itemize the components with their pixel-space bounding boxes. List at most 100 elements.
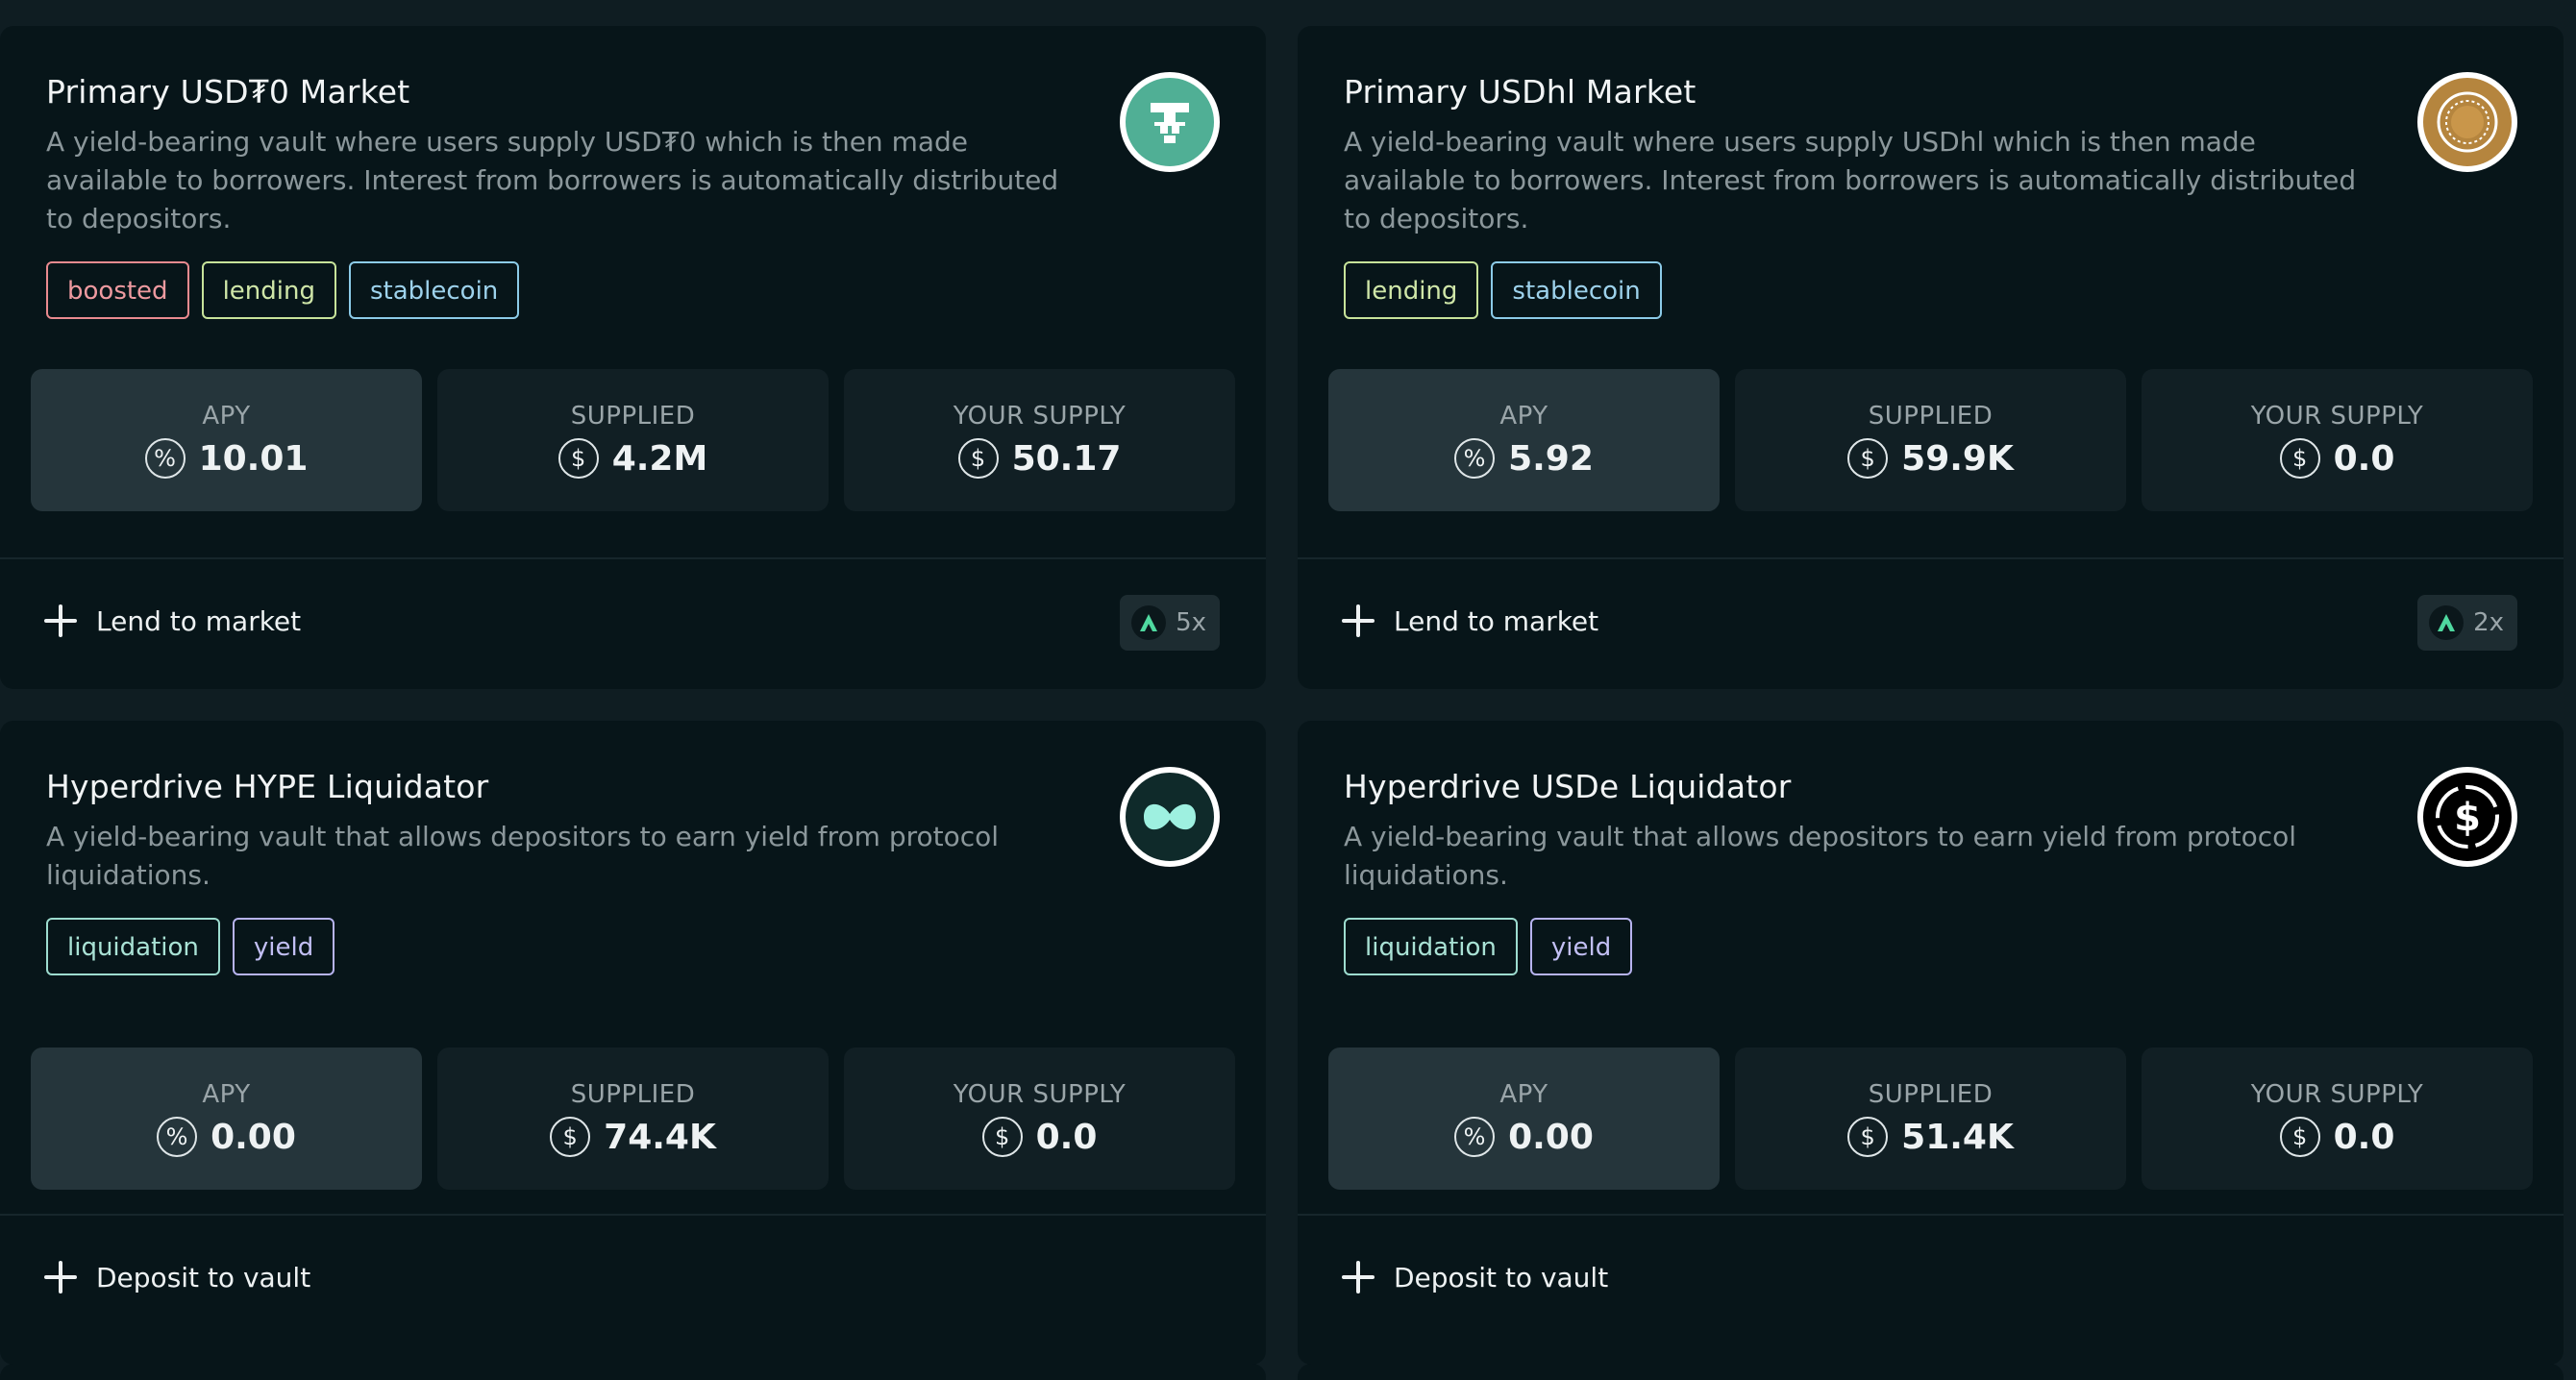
card-title: Hyperdrive USDe Liquidator (1344, 768, 1792, 805)
tag-list: boosted lending stablecoin (46, 260, 1084, 319)
dollar-icon: $ (550, 1117, 591, 1157)
stat-value: 10.01 (198, 438, 309, 479)
lend-to-market-button[interactable]: Lend to market (42, 603, 301, 639)
vault-card-usdhl[interactable]: Primary USDhl Market A yield-bearing vau… (1298, 26, 2564, 689)
action-label: Lend to market (1394, 604, 1599, 637)
card-header: Primary USDhl Market A yield-bearing vau… (1344, 72, 2382, 319)
stat-apy: APY % 5.92 (1328, 369, 1720, 511)
percent-icon: % (157, 1117, 198, 1157)
tag-liquidation: liquidation (46, 917, 220, 975)
stat-label: YOUR SUPPLY (2250, 1080, 2424, 1109)
divider (0, 557, 1266, 559)
stat-label: YOUR SUPPLY (2250, 402, 2424, 431)
stat-value: 4.2M (611, 438, 708, 479)
boost-multiplier: 5x (1176, 608, 1206, 637)
stat-label: YOUR SUPPLY (953, 1080, 1127, 1109)
plus-icon (42, 1259, 79, 1295)
card-header: Hyperdrive HYPE Liquidator A yield-beari… (46, 767, 1084, 975)
boost-icon (1131, 605, 1167, 640)
tag-list: lending stablecoin (1344, 260, 2382, 319)
action-label: Deposit to vault (1394, 1261, 1609, 1294)
percent-icon: % (1454, 438, 1496, 479)
stat-value: 0.00 (211, 1117, 296, 1157)
percent-icon: % (144, 438, 186, 479)
stats-row: APY % 10.01 SUPPLIED $4.2M YOUR SUPPLY $5… (31, 369, 1235, 511)
stat-your-supply: YOUR SUPPLY $0.0 (2142, 369, 2533, 511)
card-header: Primary USD₮0 Market A yield-bearing vau… (46, 72, 1084, 319)
card-title: Hyperdrive HYPE Liquidator (46, 768, 489, 805)
tag-stablecoin: stablecoin (1491, 260, 1662, 319)
vault-card-usdt0[interactable]: Primary USD₮0 Market A yield-bearing vau… (0, 26, 1266, 689)
stat-supplied: SUPPLIED $59.9K (1735, 369, 2126, 511)
dollar-icon: $ (2279, 438, 2320, 479)
card-title: Primary USD₮0 Market (46, 73, 410, 111)
stat-label: SUPPLIED (570, 402, 696, 431)
tag-stablecoin: stablecoin (348, 260, 520, 319)
stat-label: SUPPLIED (570, 1080, 696, 1109)
vault-grid: Primary USD₮0 Market A yield-bearing vau… (0, 26, 2576, 1365)
deposit-to-vault-button[interactable]: Deposit to vault (42, 1259, 310, 1295)
dollar-icon: $ (957, 438, 999, 479)
tag-lending: lending (201, 260, 336, 319)
stat-value: 51.4K (1901, 1117, 2014, 1157)
stats-row: APY % 5.92 SUPPLIED $59.9K YOUR SUPPLY $0… (1328, 369, 2533, 511)
plus-icon (1340, 603, 1376, 639)
dollar-icon: $ (557, 438, 599, 479)
stat-label: APY (1499, 1080, 1548, 1109)
boost-multiplier: 2x (2473, 608, 2504, 637)
stat-your-supply: YOUR SUPPLY $0.0 (2142, 1047, 2533, 1190)
stat-your-supply: YOUR SUPPLY $0.0 (844, 1047, 1235, 1190)
plus-icon (1340, 1259, 1376, 1295)
divider (1298, 557, 2564, 559)
lend-to-market-button[interactable]: Lend to market (1340, 603, 1598, 639)
divider (1298, 1214, 2564, 1216)
plus-icon (42, 603, 79, 639)
stat-supplied: SUPPLIED $74.4K (437, 1047, 829, 1190)
stat-supplied: SUPPLIED $51.4K (1735, 1047, 2126, 1190)
stat-label: APY (202, 402, 251, 431)
usdhl-icon (2417, 72, 2517, 172)
stat-value: 74.4K (604, 1117, 716, 1157)
stat-value: 59.9K (1901, 438, 2014, 479)
stat-apy: APY % 10.01 (31, 369, 422, 511)
card-description: A yield-bearing vault that allows deposi… (1344, 820, 2297, 891)
card-description: A yield-bearing vault where users supply… (46, 125, 1059, 234)
stat-label: SUPPLIED (1868, 1080, 1994, 1109)
stat-value: 0.0 (2333, 438, 2395, 479)
tag-yield: yield (1529, 917, 1633, 975)
deposit-to-vault-button[interactable]: Deposit to vault (1340, 1259, 1608, 1295)
tag-liquidation: liquidation (1344, 917, 1518, 975)
card-header: Hyperdrive USDe Liquidator A yield-beari… (1344, 767, 2382, 975)
tag-boosted: boosted (46, 260, 189, 319)
stat-value: 50.17 (1011, 438, 1122, 479)
stat-your-supply: YOUR SUPPLY $50.17 (844, 369, 1235, 511)
stats-row: APY % 0.00 SUPPLIED $74.4K YOUR SUPPLY $0… (31, 1047, 1235, 1190)
usdt0-icon (1120, 72, 1220, 172)
percent-icon: % (1454, 1117, 1496, 1157)
divider (0, 1214, 1266, 1216)
dollar-icon: $ (981, 1117, 1023, 1157)
vault-card-usde[interactable]: Hyperdrive USDe Liquidator A yield-beari… (1298, 721, 2564, 1365)
boost-badge: 2x (2417, 595, 2517, 651)
stat-label: SUPPLIED (1868, 402, 1994, 431)
dollar-icon: $ (2279, 1117, 2320, 1157)
boost-badge: 5x (1120, 595, 1220, 651)
stat-value: 0.0 (2333, 1117, 2395, 1157)
stat-value: 5.92 (1508, 438, 1594, 479)
stat-label: APY (1499, 402, 1548, 431)
stat-supplied: SUPPLIED $4.2M (437, 369, 829, 511)
card-description: A yield-bearing vault that allows deposi… (46, 820, 1000, 891)
stat-value: 0.00 (1508, 1117, 1594, 1157)
vault-card-partial (0, 1364, 1266, 1380)
usde-icon: $ (2417, 767, 2517, 867)
action-label: Lend to market (96, 604, 302, 637)
dollar-icon: $ (1847, 1117, 1889, 1157)
tag-list: liquidation yield (46, 917, 1084, 975)
tag-yield: yield (232, 917, 335, 975)
action-label: Deposit to vault (96, 1261, 311, 1294)
stats-row: APY % 0.00 SUPPLIED $51.4K YOUR SUPPLY $0… (1328, 1047, 2533, 1190)
tag-lending: lending (1344, 260, 1479, 319)
stat-value: 0.0 (1035, 1117, 1098, 1157)
vault-card-hype[interactable]: Hyperdrive HYPE Liquidator A yield-beari… (0, 721, 1266, 1365)
stat-apy: APY % 0.00 (1328, 1047, 1720, 1190)
